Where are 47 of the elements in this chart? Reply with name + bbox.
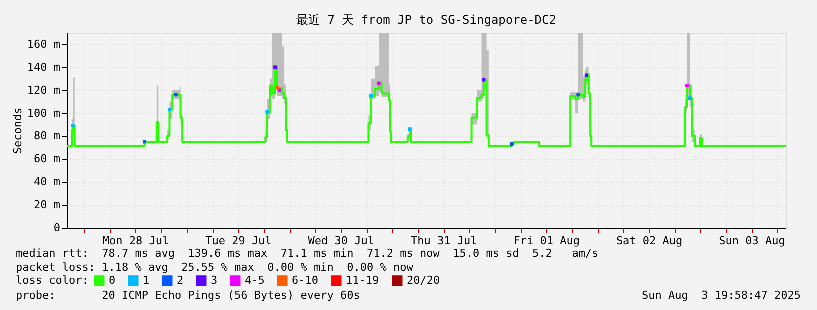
x-tick-label: Sun 03 Aug bbox=[719, 234, 786, 248]
y-axis-title: Seconds bbox=[11, 108, 24, 154]
point bbox=[369, 94, 373, 98]
point bbox=[71, 124, 75, 128]
y-tick-label: 160 m bbox=[27, 38, 61, 51]
point bbox=[584, 74, 588, 78]
point bbox=[482, 78, 486, 82]
legend-label: 11-19 bbox=[346, 274, 380, 287]
point bbox=[174, 93, 178, 97]
legend-label: 6-10 bbox=[292, 274, 318, 287]
point bbox=[276, 86, 280, 90]
legend-label: 20/20 bbox=[407, 274, 440, 287]
legend-title: loss color: bbox=[16, 274, 89, 287]
y-tick-label: 140 m bbox=[27, 60, 61, 74]
point bbox=[408, 128, 412, 132]
legend-label: 3 bbox=[211, 274, 218, 287]
point bbox=[266, 110, 270, 114]
y-tick-label: 80 m bbox=[34, 130, 61, 143]
point bbox=[143, 140, 146, 144]
text: Sun Aug 3 19:58:47 2025 bbox=[642, 289, 801, 302]
y-tick-label: 120 m bbox=[27, 84, 61, 97]
x-tick-label: Wed 30 Jul bbox=[308, 234, 375, 248]
x-tick-label: Sat 02 Aug bbox=[616, 234, 683, 248]
point bbox=[274, 66, 278, 70]
x-tick-label: Fri 01 Aug bbox=[514, 234, 580, 248]
legend-label: 1 bbox=[143, 274, 150, 287]
point bbox=[510, 142, 514, 146]
y-tick-label: 0 bbox=[54, 222, 60, 234]
x-tick-label: Tue 29 Jul bbox=[206, 234, 272, 248]
text: median rtt: 78.7 ms avg 139.6 ms max 71.1 ms min 71.2 ms now 15.0 ms sd 5.2 am/s bbox=[16, 247, 599, 260]
text: packet loss: 1.18 % avg 25.55 % max 0.00 % min 0.00 % now bbox=[16, 261, 414, 274]
x-tick-label: Thu 31 Jul bbox=[411, 234, 478, 248]
point bbox=[168, 108, 172, 112]
y-tick-label: 60 m bbox=[34, 152, 61, 166]
y-tick-label: 100 m bbox=[27, 106, 61, 120]
point bbox=[377, 82, 381, 86]
x-tick-label: Mon 28 Jul bbox=[102, 234, 170, 248]
y-tick-label: 20 m bbox=[34, 198, 61, 212]
point bbox=[688, 96, 692, 100]
legend-label: 2 bbox=[177, 274, 184, 287]
chart-title: 最近 7 天 from JP to SG-Singapore-DC2 bbox=[296, 13, 556, 27]
legend-label: 4-5 bbox=[245, 274, 265, 287]
y-tick-label: 40 m bbox=[34, 176, 61, 189]
point bbox=[576, 93, 580, 97]
point bbox=[685, 84, 689, 88]
legend-label: 0 bbox=[109, 274, 116, 287]
text: probe: 20 ICMP Echo Pings (56 Bytes) every 60s bbox=[16, 289, 360, 302]
